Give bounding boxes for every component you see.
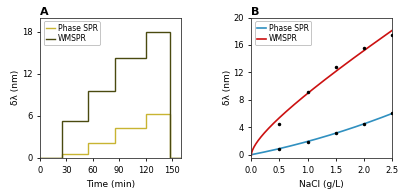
WMSPR bbox=[112, 57, 117, 59]
Legend: Phase SPR, WMSPR: Phase SPR, WMSPR bbox=[44, 21, 100, 45]
WMSPR bbox=[60, 120, 64, 122]
WMSPR bbox=[249, 155, 254, 157]
WMSPR bbox=[168, 157, 173, 159]
WMSPR bbox=[376, 39, 381, 41]
Line: WMSPR: WMSPR bbox=[251, 31, 392, 156]
Phase SPR bbox=[143, 113, 148, 115]
WMSPR bbox=[390, 29, 394, 32]
Phase SPR bbox=[332, 132, 337, 135]
Phase SPR bbox=[86, 142, 91, 144]
Phase SPR bbox=[335, 132, 340, 134]
Y-axis label: δλ (nm): δλ (nm) bbox=[11, 70, 20, 105]
WMSPR bbox=[178, 157, 183, 159]
X-axis label: Time (min): Time (min) bbox=[86, 180, 135, 189]
Phase SPR bbox=[38, 157, 42, 159]
Phase SPR bbox=[60, 153, 64, 156]
Phase SPR bbox=[178, 157, 183, 159]
Phase SPR bbox=[249, 153, 254, 156]
Legend: Phase SPR, WMSPR: Phase SPR, WMSPR bbox=[255, 21, 311, 45]
Line: WMSPR: WMSPR bbox=[40, 32, 181, 158]
Phase SPR bbox=[333, 132, 338, 135]
Phase SPR bbox=[143, 127, 148, 129]
WMSPR bbox=[333, 71, 338, 73]
Phase SPR bbox=[86, 153, 91, 156]
Phase SPR bbox=[249, 153, 254, 156]
WMSPR bbox=[335, 69, 340, 71]
WMSPR bbox=[143, 30, 148, 33]
Line: Phase SPR: Phase SPR bbox=[251, 113, 392, 155]
Phase SPR bbox=[112, 142, 117, 144]
Phase SPR bbox=[390, 112, 394, 115]
Phase SPR bbox=[368, 121, 372, 123]
Phase SPR bbox=[60, 157, 64, 159]
Text: A: A bbox=[40, 7, 49, 17]
WMSPR bbox=[60, 157, 64, 159]
WMSPR bbox=[86, 89, 91, 92]
WMSPR bbox=[249, 151, 254, 154]
WMSPR bbox=[38, 157, 42, 159]
Phase SPR bbox=[168, 113, 173, 115]
X-axis label: NaCl (g/L): NaCl (g/L) bbox=[299, 180, 344, 189]
Text: B: B bbox=[251, 7, 260, 17]
Line: Phase SPR: Phase SPR bbox=[40, 114, 181, 158]
Y-axis label: δλ (nm): δλ (nm) bbox=[222, 70, 232, 105]
WMSPR bbox=[86, 120, 91, 122]
Phase SPR bbox=[376, 117, 381, 120]
WMSPR bbox=[143, 57, 148, 59]
WMSPR bbox=[112, 89, 117, 92]
Phase SPR bbox=[168, 157, 173, 159]
WMSPR bbox=[368, 45, 372, 47]
WMSPR bbox=[168, 30, 173, 33]
WMSPR bbox=[332, 71, 337, 74]
Phase SPR bbox=[112, 127, 117, 129]
